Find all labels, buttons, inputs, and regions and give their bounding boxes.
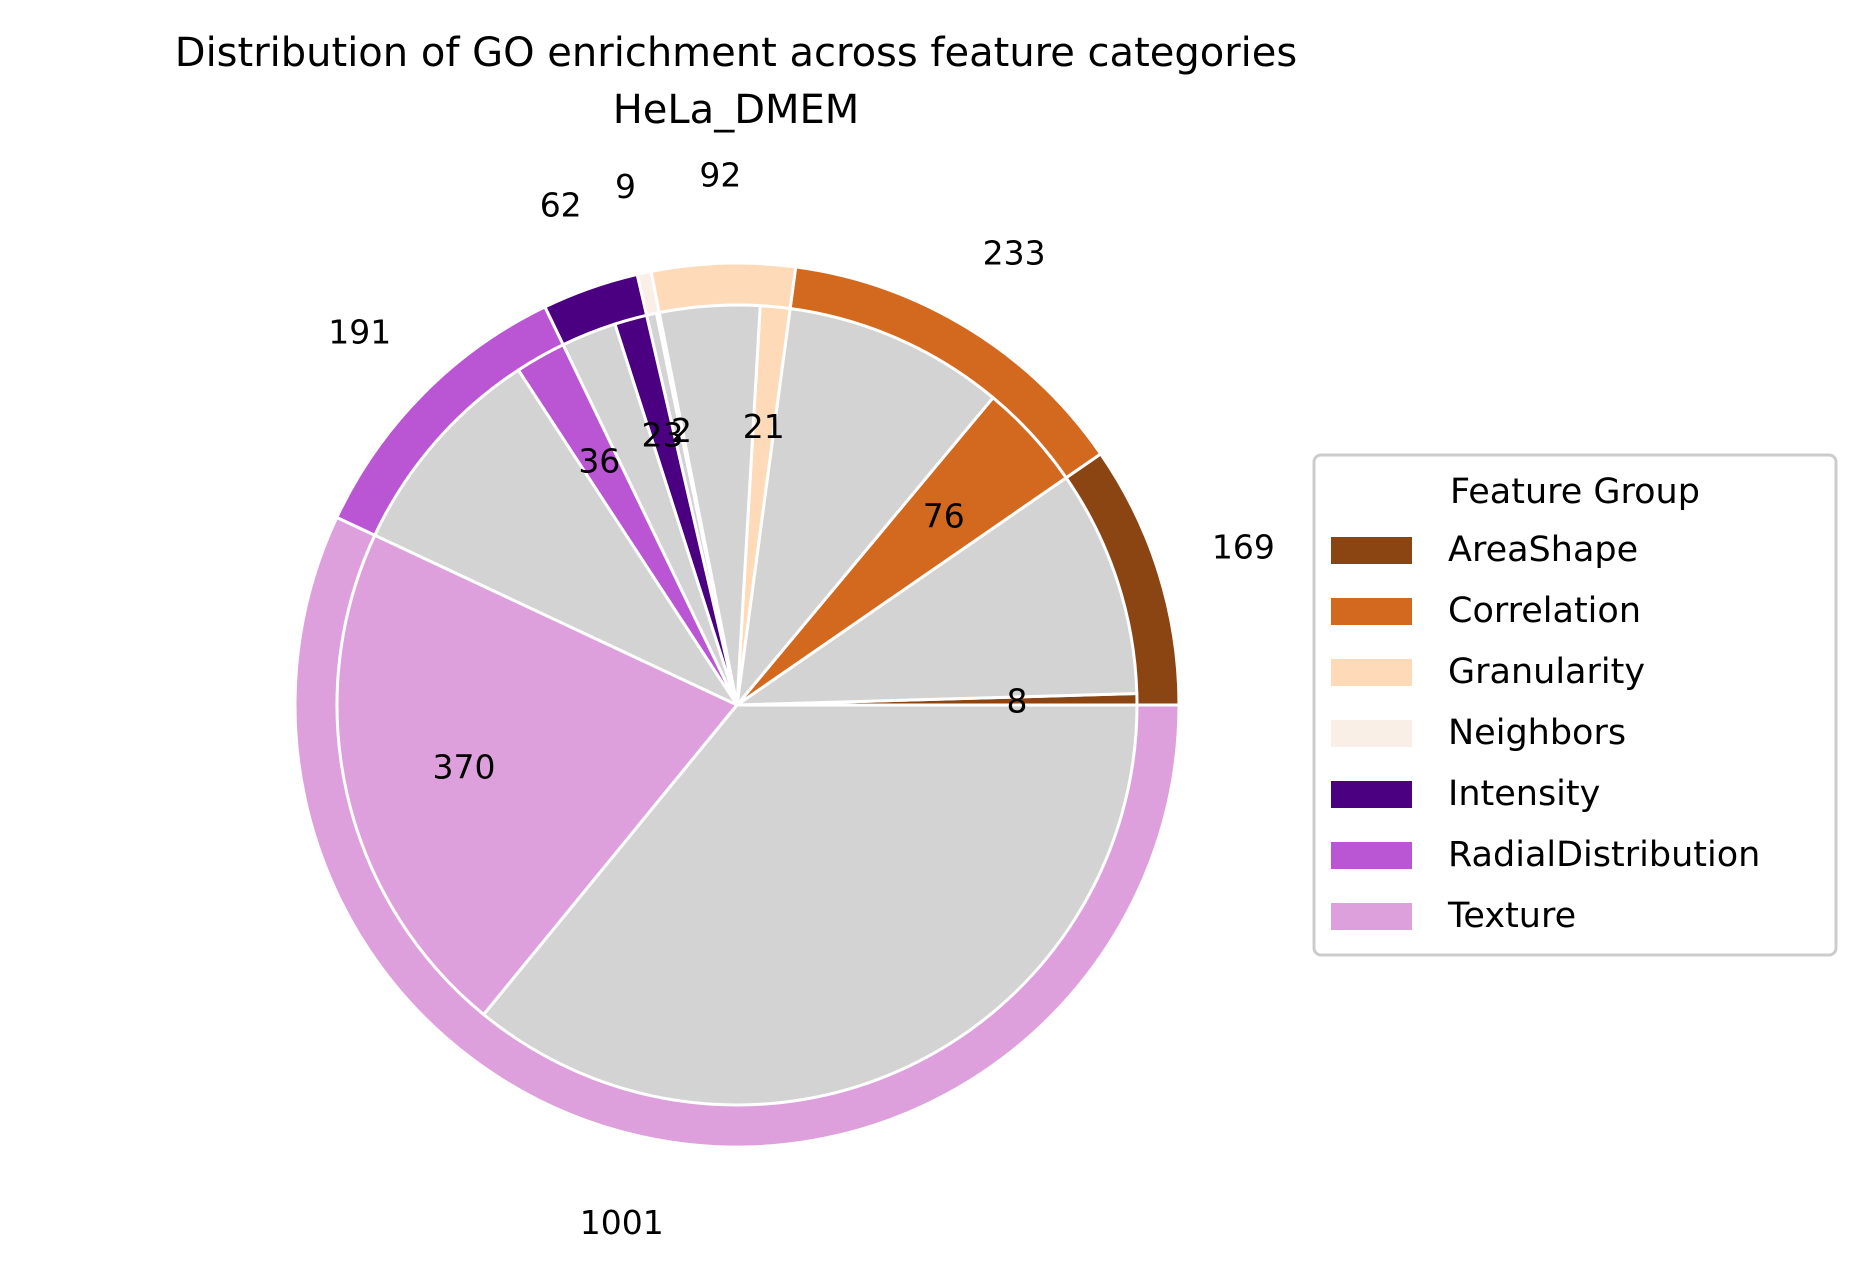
outer-label-areashape: 169 — [1212, 528, 1275, 567]
legend-items: AreaShape Correlation Granularity Neighbors… — [1331, 530, 1760, 936]
inner-slice-remainder-correlation — [735, 307, 995, 707]
legend-swatch-radialdistribution — [1331, 842, 1412, 869]
legend-label-granularity: Granularity — [1448, 652, 1645, 692]
legend-label-correlation: Correlation — [1448, 591, 1641, 631]
outer-label-granularity: 92 — [699, 155, 741, 194]
inner-label-intensity: 23 — [642, 416, 684, 455]
outer-label-intensity: 62 — [540, 185, 582, 224]
legend-label-neighbors: Neighbors — [1448, 713, 1626, 753]
outer-label-correlation: 233 — [983, 233, 1046, 272]
legend-label-intensity: Intensity — [1448, 774, 1600, 814]
inner-label-texture: 370 — [432, 748, 495, 787]
outer-label-texture: 1001 — [580, 1203, 664, 1242]
inner-pie — [335, 303, 1139, 1107]
legend: Feature Group AreaShape Correlation Granul… — [1312, 453, 1838, 957]
legend-swatch-intensity — [1331, 781, 1412, 808]
inner-label-radialdistribution: 36 — [578, 442, 620, 481]
legend-label-texture: Texture — [1447, 896, 1576, 936]
inner-slice-enriched-texture — [335, 533, 739, 1017]
legend-label-radialdistribution: RadialDistribution — [1448, 835, 1760, 875]
legend-swatch-areashape — [1331, 537, 1412, 564]
inner-label-neighbors: 2 — [671, 411, 692, 450]
legend-frame — [1312, 453, 1838, 957]
outer-label-neighbors: 9 — [615, 167, 636, 206]
inner-label-correlation: 76 — [923, 497, 965, 536]
legend-swatch-texture — [1331, 903, 1412, 930]
legend-label-areashape: AreaShape — [1448, 530, 1638, 570]
inner-label-granularity: 21 — [743, 407, 785, 446]
legend-swatch-granularity — [1331, 659, 1412, 686]
chart-title: Distribution of GO enrichment across fea… — [175, 30, 1297, 76]
inner-slice-remainder-radialdistribution — [373, 368, 739, 707]
inner-slice-remainder-areashape — [735, 476, 1139, 707]
inner-slice-remainder-texture — [482, 703, 1139, 1107]
chart-subtitle: HeLa_DMEM — [613, 87, 860, 133]
legend-title: Feature Group — [1450, 472, 1700, 512]
inner-label-areashape: 8 — [1006, 681, 1027, 720]
outer-label-radialdistribution: 191 — [328, 313, 391, 352]
legend-swatch-neighbors — [1331, 720, 1412, 747]
legend-swatch-correlation — [1331, 598, 1412, 625]
